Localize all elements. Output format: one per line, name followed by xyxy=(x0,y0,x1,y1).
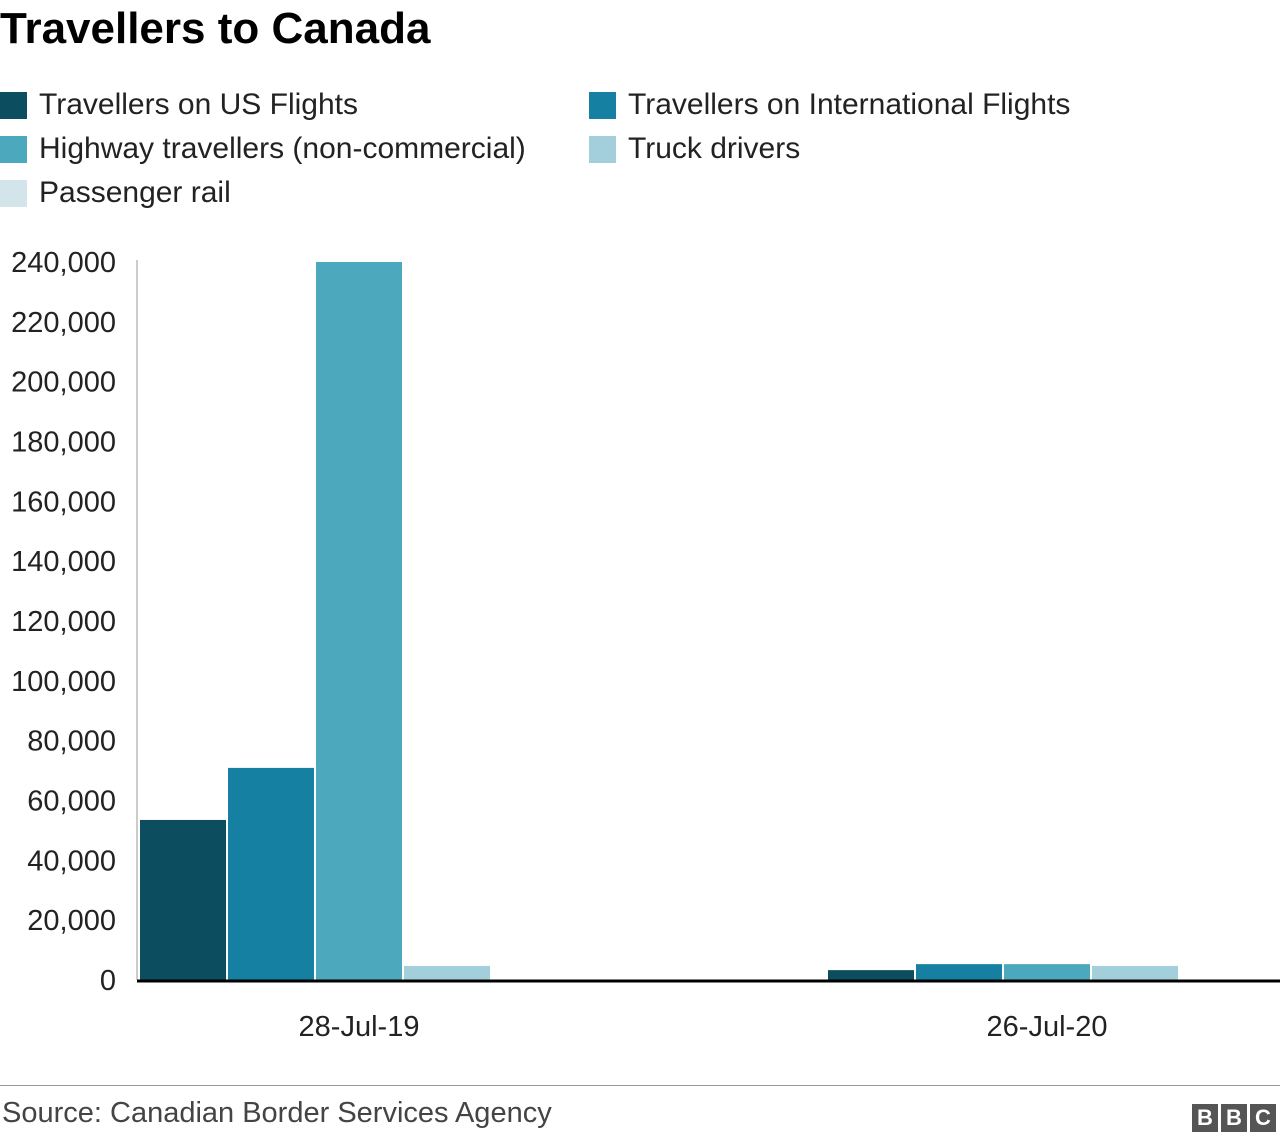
legend-label: Travellers on International Flights xyxy=(628,88,1071,121)
bar xyxy=(140,819,226,980)
y-tick-label: 100,000 xyxy=(11,666,116,698)
y-tick-label: 240,000 xyxy=(11,247,116,279)
bar xyxy=(1092,965,1178,980)
y-tick-label: 220,000 xyxy=(11,307,116,339)
x-tick-label: 28-Jul-19 xyxy=(299,1011,420,1043)
legend-label: Travellers on US Flights xyxy=(39,88,358,121)
legend-swatch xyxy=(0,179,27,207)
y-tick-label: 40,000 xyxy=(27,845,116,877)
legend-item: Highway travellers (non-commercial) xyxy=(0,132,526,166)
y-tick-label: 200,000 xyxy=(11,367,116,399)
legend-item: Travellers on US Flights xyxy=(0,88,358,122)
legend-item: Travellers on International Flights xyxy=(589,88,1070,122)
y-tick-label: 160,000 xyxy=(11,486,116,518)
y-tick-label: 140,000 xyxy=(11,546,116,578)
legend-swatch xyxy=(589,135,616,163)
bar xyxy=(828,970,914,980)
legend-item: Passenger rail xyxy=(0,176,231,210)
legend-swatch xyxy=(0,135,27,163)
y-tick-label: 20,000 xyxy=(27,905,116,937)
y-tick-label: 80,000 xyxy=(27,726,116,758)
legend-swatch xyxy=(589,91,616,119)
x-tick-label: 26-Jul-20 xyxy=(987,1011,1108,1043)
bar-chart: 0 20,000 40,000 60,000 80,000 100,000 120,000 1… xyxy=(11,247,1280,1043)
y-tick-label: 180,000 xyxy=(11,427,116,459)
footer-divider xyxy=(0,1085,1280,1086)
source-note: Source: Canadian Border Services Agency xyxy=(2,1097,552,1129)
bar xyxy=(316,262,402,980)
legend-label: Passenger rail xyxy=(39,176,231,209)
bar xyxy=(916,964,1002,980)
legend-label: Truck drivers xyxy=(628,132,801,165)
y-tick-label: 120,000 xyxy=(11,606,116,638)
legend-swatch xyxy=(0,91,27,119)
bar xyxy=(228,767,314,980)
bar xyxy=(1004,964,1090,980)
chart-title: Travellers to Canada xyxy=(0,4,431,53)
bar xyxy=(404,965,490,980)
legend-item: Truck drivers xyxy=(589,132,800,166)
y-tick-label: 60,000 xyxy=(27,786,116,818)
legend-label: Highway travellers (non-commercial) xyxy=(39,132,526,165)
y-tick-label: 0 xyxy=(100,965,116,997)
